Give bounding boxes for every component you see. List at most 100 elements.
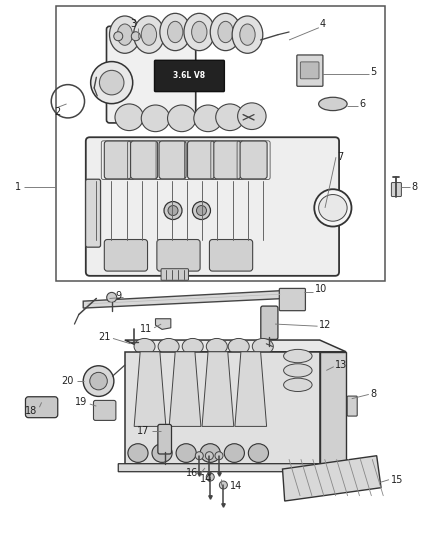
Text: 8: 8 [370,390,376,399]
Circle shape [195,451,203,460]
Text: 2: 2 [54,107,60,117]
Text: 11: 11 [140,325,152,334]
FancyBboxPatch shape [85,179,101,247]
FancyBboxPatch shape [161,269,188,280]
Circle shape [91,62,133,103]
Ellipse shape [206,338,227,354]
Text: 1: 1 [15,182,21,191]
FancyBboxPatch shape [279,288,305,311]
Ellipse shape [318,195,347,221]
Ellipse shape [252,338,273,354]
Text: 6: 6 [359,99,365,109]
Ellipse shape [228,338,249,354]
FancyBboxPatch shape [209,239,253,271]
Text: 10: 10 [314,284,327,294]
FancyBboxPatch shape [131,141,158,179]
Text: 14: 14 [230,481,243,491]
Ellipse shape [215,104,244,131]
Text: 13: 13 [335,360,347,370]
Text: 3.6L V8: 3.6L V8 [173,71,205,80]
Ellipse shape [232,16,263,53]
Ellipse shape [134,338,155,354]
Text: 15: 15 [391,475,403,484]
Ellipse shape [176,443,196,463]
Ellipse shape [115,104,143,131]
Text: 7: 7 [337,152,343,162]
FancyBboxPatch shape [159,141,186,179]
Ellipse shape [110,16,140,53]
Ellipse shape [284,378,312,391]
Circle shape [99,70,124,95]
Ellipse shape [192,21,207,43]
Text: 21: 21 [98,332,110,342]
Circle shape [219,481,227,489]
Circle shape [205,451,213,460]
Text: 14: 14 [200,474,212,483]
Ellipse shape [200,443,220,463]
Polygon shape [134,352,166,426]
Circle shape [192,201,211,220]
Text: 9: 9 [116,292,122,301]
Ellipse shape [218,21,233,43]
Ellipse shape [141,105,170,132]
FancyBboxPatch shape [93,400,116,421]
FancyBboxPatch shape [25,397,58,418]
Ellipse shape [318,97,347,111]
Text: 16: 16 [186,469,198,478]
Ellipse shape [284,350,312,363]
Circle shape [168,206,178,215]
Circle shape [131,32,140,41]
Ellipse shape [128,443,148,463]
Circle shape [83,366,114,397]
Ellipse shape [134,16,164,53]
FancyBboxPatch shape [187,141,215,179]
FancyBboxPatch shape [106,26,196,123]
Text: 19: 19 [74,398,87,407]
Circle shape [206,473,214,481]
Bar [56,6,385,281]
Ellipse shape [184,13,215,51]
FancyBboxPatch shape [86,137,339,276]
FancyBboxPatch shape [300,62,319,79]
Ellipse shape [314,189,351,227]
FancyBboxPatch shape [155,60,224,92]
Text: 12: 12 [319,320,331,330]
Polygon shape [283,456,381,501]
Ellipse shape [210,13,241,51]
Polygon shape [125,340,346,352]
Polygon shape [83,290,285,308]
Ellipse shape [237,103,266,130]
Ellipse shape [224,443,244,463]
Ellipse shape [240,24,255,45]
Ellipse shape [194,105,222,132]
Circle shape [90,373,107,390]
Text: 17: 17 [138,426,150,435]
Text: 20: 20 [61,376,74,386]
Polygon shape [169,352,201,426]
Ellipse shape [284,364,312,377]
Ellipse shape [167,105,196,132]
FancyBboxPatch shape [297,55,323,86]
FancyBboxPatch shape [261,306,278,340]
FancyBboxPatch shape [392,182,401,197]
Text: 18: 18 [25,407,38,416]
Polygon shape [118,464,350,472]
Ellipse shape [117,24,132,45]
FancyBboxPatch shape [240,141,267,179]
Ellipse shape [248,443,268,463]
Ellipse shape [160,13,191,51]
Ellipse shape [152,443,172,463]
FancyBboxPatch shape [214,141,241,179]
Text: 5: 5 [370,67,376,77]
Circle shape [107,293,117,302]
FancyBboxPatch shape [347,396,357,416]
Polygon shape [125,352,320,464]
Text: 4: 4 [320,19,326,29]
Circle shape [114,32,123,41]
Text: 8: 8 [412,182,418,191]
Ellipse shape [158,338,179,354]
FancyBboxPatch shape [104,239,148,271]
Polygon shape [155,319,171,329]
Polygon shape [235,352,267,426]
Circle shape [197,206,206,215]
